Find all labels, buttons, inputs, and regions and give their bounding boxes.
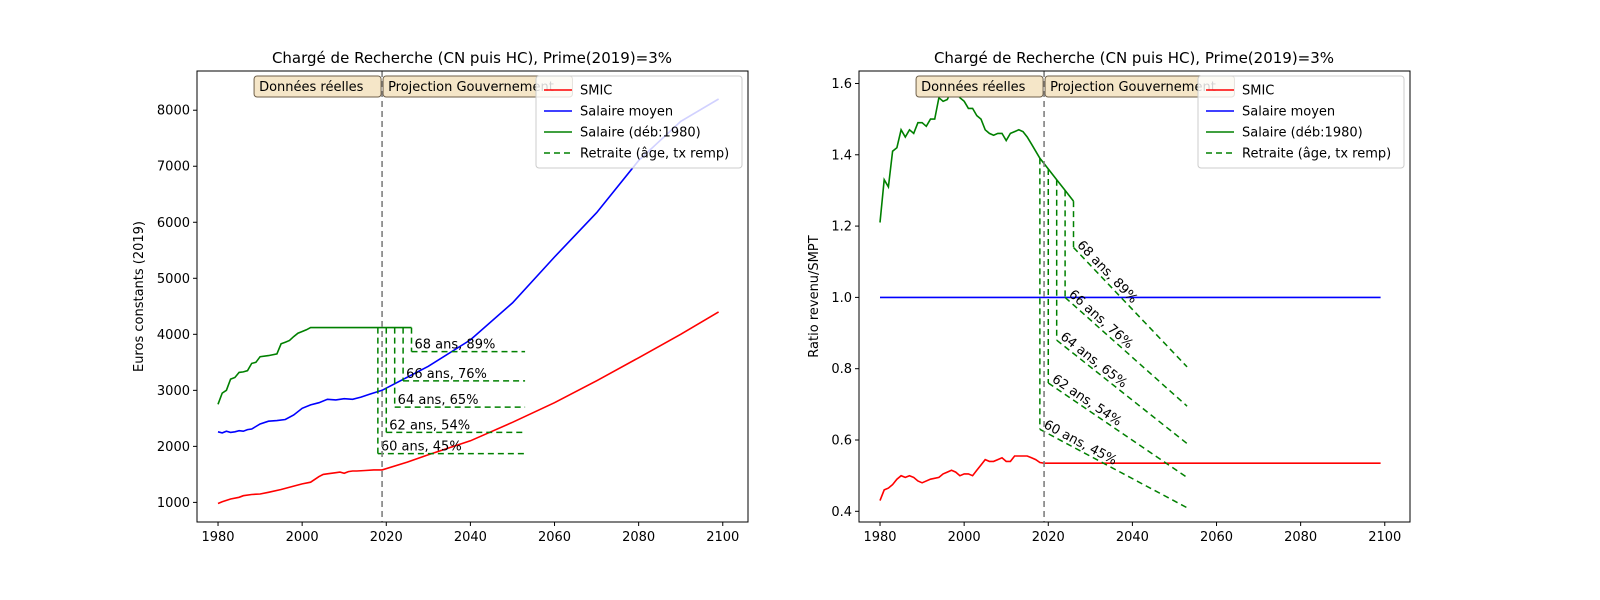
x-tick-label: 2000 <box>948 530 981 545</box>
series-smic-line <box>217 311 720 505</box>
series-salaire-line <box>879 89 1075 223</box>
x-tick-label: 2080 <box>1284 530 1317 545</box>
retraite-label: 60 ans, 45% <box>381 440 462 455</box>
y-tick-label: 7000 <box>157 160 190 175</box>
retraite-label: 68 ans, 89% <box>415 338 496 353</box>
y-tick-label: 3000 <box>157 384 190 399</box>
plot-area <box>879 89 1381 509</box>
y-axis-label: Euros constants (2019) <box>132 221 147 372</box>
y-tick-label: 1.6 <box>831 77 852 92</box>
y-tick-label: 6000 <box>157 216 190 231</box>
x-tick-label: 2020 <box>1032 530 1065 545</box>
y-tick-label: 0.8 <box>831 362 852 377</box>
label-donnees-reelles-frame <box>915 75 1044 98</box>
legend-item: Salaire (déb:1980) <box>1242 126 1363 141</box>
y-tick-label: 8000 <box>157 104 190 119</box>
x-tick-label: 2060 <box>538 530 571 545</box>
x-tick-label: 2040 <box>1116 530 1149 545</box>
legend-item: SMIC <box>580 84 612 99</box>
chart-ratio: Chargé de Recherche (CN puis HC), Prime(… <box>807 49 1411 545</box>
chart-title: Chargé de Recherche (CN puis HC), Prime(… <box>934 49 1334 67</box>
y-tick-label: 4000 <box>157 328 190 343</box>
retraite-label: 62 ans, 54% <box>389 418 470 433</box>
y-tick-label: 1.2 <box>831 220 852 235</box>
label-projection: Projection Gouvernement <box>1050 80 1216 95</box>
y-tick-label: 5000 <box>157 272 190 287</box>
label-donnees-reelles: Données réelles <box>259 80 364 95</box>
legend-box <box>1197 75 1405 169</box>
retraite-label: 60 ans, 45% <box>1041 418 1119 469</box>
y-tick-label: 2000 <box>157 440 190 455</box>
retraite-label: 64 ans, 65% <box>398 393 479 408</box>
chart-euros: Chargé de Recherche (CN puis HC), Prime(… <box>132 49 749 545</box>
y-tick-label: 1.0 <box>831 291 852 306</box>
x-tick-label: 2000 <box>286 530 319 545</box>
legend-item: Salaire (déb:1980) <box>580 126 701 141</box>
axes-frame <box>858 70 1411 523</box>
legend-item: Retraite (âge, tx remp) <box>580 147 729 162</box>
y-tick-label: 0.4 <box>831 505 852 520</box>
y-axis-label: Ratio revenu/SMPT <box>807 235 822 357</box>
legend-item: SMIC <box>1242 84 1274 99</box>
x-tick-label: 1980 <box>201 530 234 545</box>
legend-item: Salaire moyen <box>580 105 673 120</box>
y-tick-label: 1.4 <box>831 148 852 163</box>
legend-item: Salaire moyen <box>1242 105 1335 120</box>
x-tick-label: 2100 <box>706 530 739 545</box>
label-donnees-reelles: Données réelles <box>921 80 1026 95</box>
series-salaire-moyen-line <box>217 98 720 434</box>
x-tick-label: 2020 <box>370 530 403 545</box>
y-tick-label: 1000 <box>157 496 190 511</box>
label-projection: Projection Gouvernement <box>388 80 554 95</box>
retraite-line <box>1056 339 1188 445</box>
chart-title: Chargé de Recherche (CN puis HC), Prime(… <box>272 49 672 67</box>
y-tick-label: 0.6 <box>831 434 852 449</box>
x-tick-label: 2080 <box>622 530 655 545</box>
label-donnees-reelles-frame <box>253 75 382 98</box>
retraite-line <box>1039 428 1188 509</box>
x-tick-label: 2060 <box>1200 530 1233 545</box>
retraite-line <box>1072 246 1188 368</box>
x-tick-label: 1980 <box>863 530 896 545</box>
retraite-label: 66 ans, 76% <box>406 367 487 382</box>
x-tick-label: 2100 <box>1368 530 1401 545</box>
legend-box <box>535 75 743 169</box>
series-salaire-line <box>217 326 412 405</box>
legend-item: Retraite (âge, tx remp) <box>1242 147 1391 162</box>
x-tick-label: 2040 <box>454 530 487 545</box>
retraite-line <box>1064 296 1188 407</box>
series-smic-line <box>879 455 1381 501</box>
axes-frame <box>196 70 749 523</box>
retraite-line <box>1047 382 1188 479</box>
plot-area <box>217 98 720 505</box>
